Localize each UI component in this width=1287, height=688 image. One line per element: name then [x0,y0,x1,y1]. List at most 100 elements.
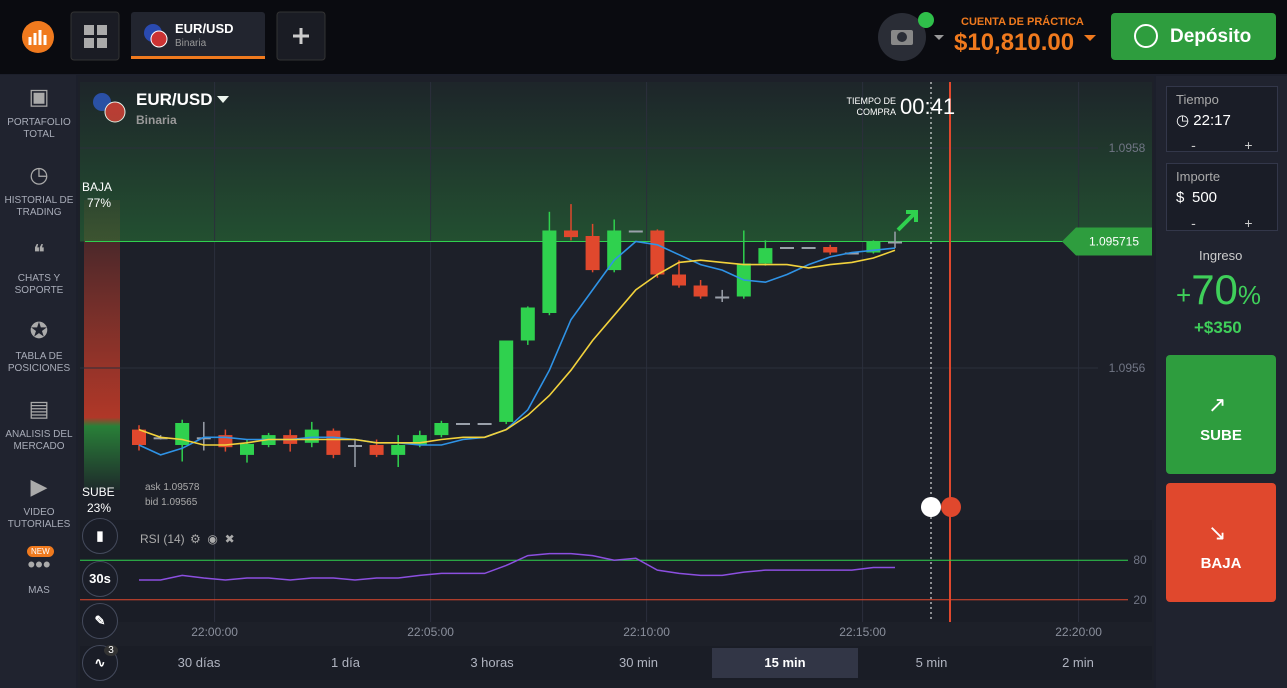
candle-body [650,230,665,275]
deposit-label: Depósito [1170,26,1252,47]
candle-body [780,247,794,249]
candle-body [196,437,211,440]
candle-body [823,247,838,253]
candle-body [175,423,190,445]
sidebar-label[interactable]: PORTAFOLIO TOTAL [7,117,71,140]
candle-body [542,230,557,313]
amount-box[interactable] [1166,163,1278,231]
y-tick-label: 1.0958 [1109,141,1146,155]
candle-body [477,423,492,425]
timer-label: TIEMPO DE COMPRA [846,96,896,117]
sidebar-icon[interactable]: ▣ [28,84,50,109]
candle-body [240,443,254,455]
top-asset: EUR/USD [175,21,234,36]
plus-icon [293,28,309,44]
indicator-tool[interactable]: ∿ [82,645,118,681]
sidebar-bg [0,75,76,688]
time-text: 22:17 [1193,112,1231,129]
up-icon: ↗ [1208,392,1227,417]
sidebar-label[interactable]: TABLA DE POSICIONES [7,351,71,374]
candle-body [391,445,406,455]
up-button[interactable] [1166,355,1276,474]
sidebar-icon[interactable]: ❝ [33,240,45,265]
trend-arrow [896,210,918,232]
time-box[interactable] [1166,86,1278,152]
candle-body [456,423,470,425]
asset-tab-underline [131,56,265,59]
payout-unit: % [1237,280,1262,310]
y-tick-label: 1.0956 [1109,361,1146,375]
chart-asset: EUR/USD [136,90,213,109]
x-tick-label: 22:15:00 [839,625,886,639]
timer: 00:41 [900,94,956,119]
sidebar-icon[interactable]: ••• [27,552,51,577]
expiry-icon [941,497,961,517]
candle-body [153,437,168,440]
up-button-label: SUBE [1200,427,1242,444]
time-minus[interactable]: - [1191,137,1196,153]
x-tick-label: 22:20:00 [1055,625,1102,639]
timeframe-option[interactable]: 30 min [618,655,659,670]
candle-body [888,241,902,244]
indicator-count: 3 [104,645,118,656]
sentiment-strip [84,200,120,490]
rsi-line [139,552,895,581]
sidebar-icon[interactable]: ▤ [28,396,50,421]
down-button[interactable] [1166,483,1276,602]
sidebar-label[interactable]: CHATS Y SOPORTE [14,273,64,296]
rsi-name: RSI (14) [140,532,185,546]
sidebar-icon[interactable]: ◷ [29,162,49,187]
timeframe-option[interactable]: 15 min [712,648,858,678]
candle-body [520,307,535,341]
amount-value: 500 [1192,189,1218,206]
x-tick-label: 22:10:00 [623,625,670,639]
up-label: SUBE [82,485,115,499]
rsi-bg [80,520,1152,622]
x-tick-label: 22:00:00 [191,625,238,639]
verified-badge [918,12,934,28]
interval-tool[interactable]: 30s [82,561,118,597]
amount-minus[interactable]: - [1191,215,1196,231]
time-plus[interactable]: + [1244,137,1253,153]
candle-body [348,445,362,447]
rsi-controls[interactable]: ⚙ ◉ ✖ [190,532,235,546]
sidebar-icon[interactable]: ✪ [29,318,49,343]
candle-body [304,429,319,443]
amount-currency: $ [1176,189,1185,206]
payout-sign: + [1176,280,1192,310]
sidebar-badge: NEW [27,546,54,557]
candle-body [434,423,449,436]
timeframe-option[interactable]: 1 día [331,655,360,670]
sidebar-label[interactable]: ANALISIS DEL MERCADO [5,429,73,452]
draw-tool[interactable]: ✎ [82,603,118,639]
current-price-tag: 1.095715 [1089,235,1139,249]
candle-body [866,241,881,253]
candle-body [412,435,427,445]
amount-plus[interactable]: + [1244,215,1253,231]
chart-type-tool[interactable]: ▮ [82,518,118,554]
time-value: ◷ 22:17 [1176,112,1231,129]
top-asset-type: Binaria [175,38,207,49]
current-price-tag-bg [1062,227,1152,256]
candle-body [628,230,643,233]
timeframe-option[interactable]: 5 min [915,655,948,670]
balance: $10,810.00 [954,29,1075,56]
timeframe-option[interactable]: 2 min [1062,655,1094,670]
asset-tab[interactable] [131,12,265,58]
grid-button[interactable] [70,11,120,61]
candle-body [564,230,578,238]
timeframe-option[interactable]: 30 días [177,655,221,670]
logo [22,21,54,53]
sidebar-icon[interactable]: ▶ [30,474,48,499]
sidebar-label[interactable]: HISTORIAL DE TRADING [4,195,74,218]
profit: +$350 [1194,318,1242,337]
ask: ask 1.09578 [145,482,200,493]
grid-icon [84,25,107,48]
timeframe-option[interactable]: 3 horas [470,655,514,670]
sidebar-label[interactable]: VIDEO TUTORIALES [7,507,71,530]
account-label: CUENTA DE PRÁCTICA [961,16,1084,28]
sidebar-label[interactable]: MAS [28,585,50,596]
candle-body [132,429,146,445]
flag-us [150,30,168,48]
